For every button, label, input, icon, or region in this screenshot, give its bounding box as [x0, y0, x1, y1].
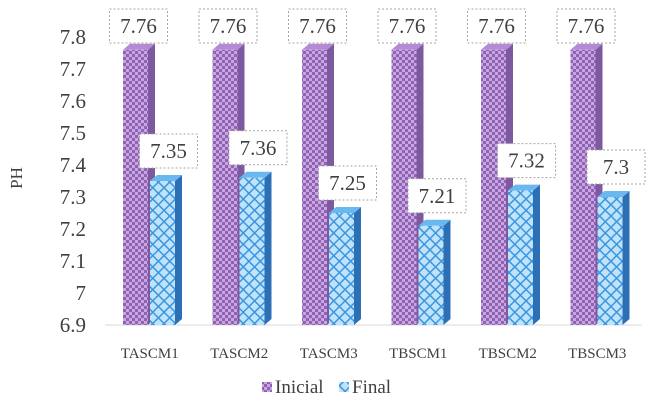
bar-top-face	[570, 43, 603, 50]
data-label-box	[109, 8, 168, 44]
y-axis-title: PH	[7, 167, 26, 189]
data-label: 7.76	[467, 8, 526, 44]
data-label: 7.36	[228, 130, 288, 166]
y-tick-label: 7.3	[60, 185, 86, 209]
y-tick-label: 7.5	[60, 121, 86, 145]
data-label-text: 7.36	[240, 136, 277, 160]
bar-top-face	[391, 43, 424, 50]
data-label: 7.21	[407, 178, 467, 214]
bar-final	[239, 171, 272, 325]
bar-inicial	[481, 43, 513, 326]
bar-front-face	[239, 177, 265, 325]
x-tick-label: TASCM2	[210, 346, 268, 362]
data-label-box	[497, 143, 556, 179]
bar-side-face	[533, 184, 540, 325]
bar-front-face	[508, 190, 533, 325]
bar-top-face	[302, 43, 334, 50]
data-label-text: 7.76	[299, 14, 336, 38]
bar-front-face	[481, 49, 506, 326]
data-label-box	[139, 133, 198, 169]
x-tick-label: TBSCM3	[568, 346, 626, 362]
x-tick-label: TASCM3	[300, 346, 358, 362]
bar-top-face	[212, 43, 245, 50]
bar-top-face	[329, 207, 361, 213]
data-label-text: 7.21	[419, 184, 456, 208]
y-tick-label: 7.6	[60, 89, 86, 113]
data-label-text: 7.35	[150, 139, 187, 163]
data-label: 7.3	[586, 149, 646, 185]
bar-final	[150, 175, 182, 325]
x-tick-label: TASCM1	[121, 346, 179, 362]
data-label-box	[377, 8, 437, 44]
y-tick-label: 7.1	[60, 249, 86, 273]
data-label: 7.76	[288, 8, 347, 44]
y-tick-label: 7.8	[60, 25, 86, 49]
y-tick-label: 7.7	[60, 57, 86, 81]
data-label-text: 7.3	[603, 155, 629, 179]
legend-label: Final	[352, 377, 391, 398]
data-label-box	[198, 8, 258, 44]
legend-label: Inicial	[275, 377, 324, 398]
data-label-text: 7.76	[478, 14, 515, 38]
data-label-text: 7.76	[120, 14, 157, 38]
y-tick-label: 7.4	[60, 153, 87, 177]
data-label-text: 7.25	[329, 171, 366, 195]
bar-top-face	[418, 219, 451, 226]
bar-side-face	[264, 171, 272, 325]
data-label: 7.76	[198, 8, 258, 44]
data-label-box	[586, 149, 646, 185]
data-label-box	[556, 8, 616, 44]
bar-front-face	[570, 49, 596, 326]
bar-front-face	[329, 213, 354, 325]
bar-final	[597, 191, 630, 325]
data-label-box	[228, 130, 288, 166]
data-label-text: 7.76	[568, 14, 605, 38]
data-label-box	[288, 8, 347, 44]
data-label: 7.35	[139, 133, 198, 169]
y-tick-label: 7	[76, 281, 87, 305]
data-label-text: 7.76	[389, 14, 426, 38]
data-label: 7.76	[109, 8, 168, 44]
bar-front-face	[418, 225, 444, 325]
bar-side-face	[443, 219, 451, 325]
bar-front-face	[123, 49, 148, 326]
data-label-box	[318, 165, 377, 201]
bar-top-face	[597, 191, 630, 197]
bar-final	[508, 184, 540, 325]
bar-front-face	[150, 181, 175, 325]
legend-item-inicial: Inicial	[262, 377, 324, 398]
bar-front-face	[597, 197, 623, 325]
data-label: 7.76	[377, 8, 437, 44]
data-label: 7.32	[497, 143, 556, 179]
data-label-box	[467, 8, 526, 44]
legend-swatch	[262, 382, 272, 392]
bar-top-face	[150, 175, 182, 181]
data-label: 7.76	[556, 8, 616, 44]
bar-top-face	[239, 171, 272, 178]
bar-side-face	[175, 175, 182, 325]
bar-front-face	[212, 49, 238, 326]
bar-side-face	[622, 191, 630, 325]
data-label-text: 7.32	[508, 149, 545, 173]
x-tick-label: TBSCM1	[389, 346, 447, 362]
data-label-text: 7.76	[210, 14, 247, 38]
data-label-box	[407, 178, 467, 214]
bar-final	[418, 219, 451, 325]
legend-swatch	[339, 382, 349, 392]
bar-top-face	[123, 43, 155, 50]
legend-item-final: Final	[339, 377, 391, 398]
data-label: 7.25	[318, 165, 377, 201]
bar-final	[329, 207, 361, 325]
y-tick-label: 7.2	[60, 217, 86, 241]
bar-inicial	[212, 43, 245, 326]
bar-top-face	[481, 43, 513, 50]
bar-top-face	[508, 184, 540, 191]
x-tick-label: TBSCM2	[479, 346, 537, 362]
bar-side-face	[354, 207, 361, 325]
y-tick-label: 6.9	[60, 313, 86, 337]
